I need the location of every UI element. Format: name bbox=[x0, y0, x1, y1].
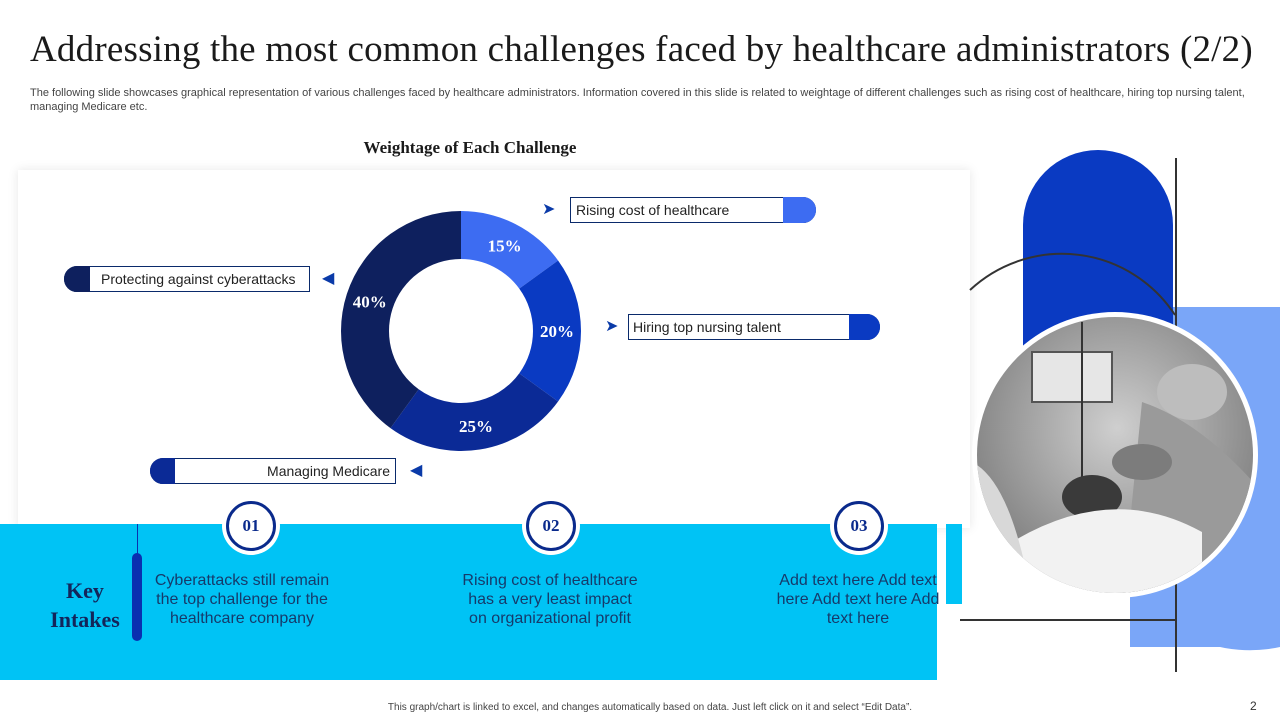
arrow-left-icon: ◀ bbox=[410, 462, 423, 479]
arrow-right-icon: ➤ bbox=[605, 318, 619, 335]
label-rising-cost: Rising cost of healthcare bbox=[570, 197, 816, 223]
legend-label: Hiring top nursing talent bbox=[633, 319, 781, 335]
arrow-left-icon: ◀ bbox=[322, 270, 335, 287]
key-intakes-heading: Key Intakes bbox=[50, 578, 120, 632]
deco-outline-arc bbox=[969, 252, 1176, 316]
intake-text: Cyberattacks still remain the top challe… bbox=[154, 572, 330, 627]
intake-number-badge: 02 bbox=[526, 501, 576, 551]
key-intakes-connector bbox=[137, 524, 138, 554]
legend-label: Managing Medicare bbox=[267, 463, 390, 479]
donut-slice[interactable] bbox=[341, 211, 461, 429]
intake-number-badge: 01 bbox=[226, 501, 276, 551]
deco-bracket-line bbox=[960, 619, 1176, 621]
donut-value-label: 15% bbox=[488, 236, 522, 255]
donut-value-label: 40% bbox=[353, 292, 387, 311]
label-cyberattacks: Protecting against cyberattacks bbox=[64, 266, 310, 292]
donut-slice[interactable] bbox=[390, 373, 559, 451]
donut-slice[interactable] bbox=[519, 260, 581, 402]
label-medicare: Managing Medicare bbox=[150, 458, 396, 484]
donut-slice[interactable] bbox=[461, 211, 559, 289]
healthcare-team-photo bbox=[972, 312, 1258, 598]
page-number: 2 bbox=[1250, 699, 1257, 713]
key-intakes-band bbox=[0, 524, 937, 680]
decorative-band-tab bbox=[946, 524, 962, 604]
arrow-right-icon: ➤ bbox=[542, 201, 556, 218]
slide-title: Addressing the most common challenges fa… bbox=[30, 29, 1253, 70]
donut-value-label: 25% bbox=[459, 417, 493, 436]
intake-text: Rising cost of healthcare has a very lea… bbox=[462, 572, 638, 627]
label-hiring-nursing: Hiring top nursing talent bbox=[628, 314, 880, 340]
intake-text: Add text here Add text here Add text her… bbox=[776, 572, 940, 627]
legend-swatch bbox=[150, 458, 175, 484]
legend-swatch bbox=[64, 266, 90, 292]
chart-title: Weightage of Each Challenge bbox=[363, 138, 577, 157]
donut-chart[interactable]: 15% 20% 25% 40% bbox=[330, 200, 592, 462]
slide-subtitle: The following slide showcases graphical … bbox=[30, 87, 1245, 113]
legend-swatch bbox=[783, 197, 816, 223]
legend-label: Protecting against cyberattacks bbox=[101, 271, 296, 287]
key-intakes-bar bbox=[132, 553, 142, 641]
donut-value-label: 20% bbox=[540, 322, 574, 341]
legend-label: Rising cost of healthcare bbox=[576, 202, 730, 218]
legend-swatch bbox=[849, 314, 880, 340]
intake-number-badge: 03 bbox=[834, 501, 884, 551]
chart-footnote: This graph/chart is linked to excel, and… bbox=[387, 702, 913, 713]
